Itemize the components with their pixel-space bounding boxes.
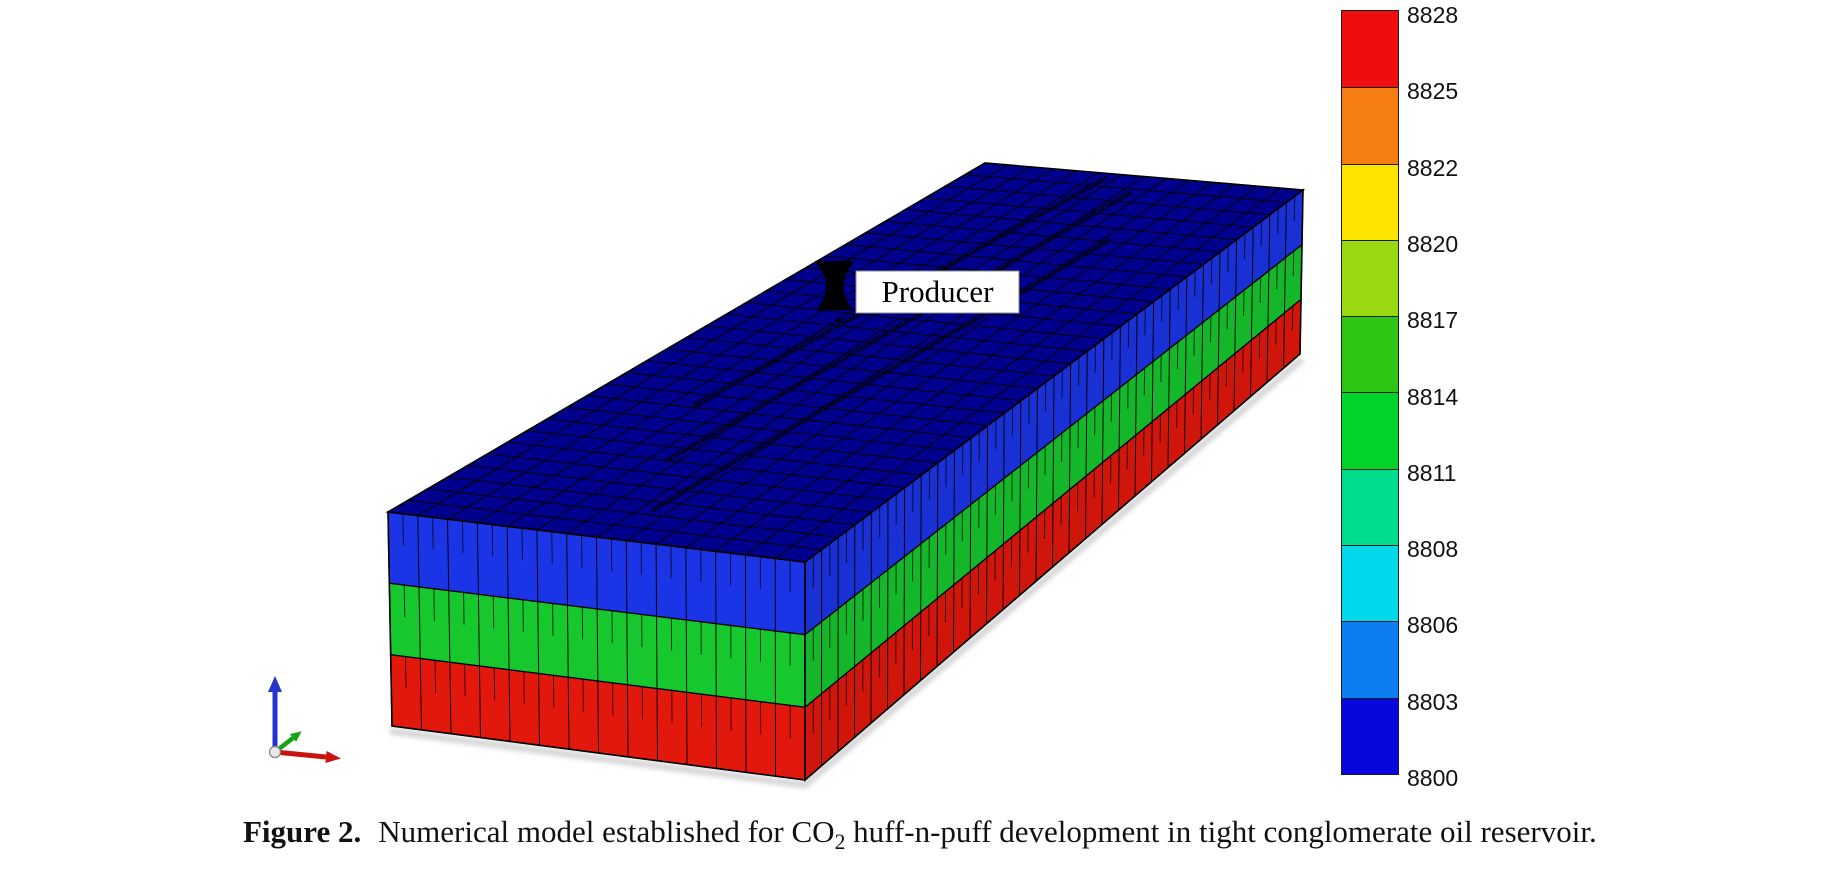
colorbar-segment [1342,621,1398,698]
colorbar-tick-label: 8820 [1407,230,1459,257]
model-top-face [387,162,1304,563]
axes-origin [268,745,282,759]
colorbar-segment [1342,239,1398,317]
colorbar-segment [1342,11,1398,88]
colorbar-tick-label: 8822 [1407,154,1459,181]
colorbar-tick-label: 8814 [1407,383,1459,410]
colorbar: 8828 8825 8822 8820 8817 8814 8811 8808 8806 8803… [1341,4,1458,790]
colorbar-bar [1341,10,1399,775]
caption-text-post: huff-n-puff development in tight conglom… [845,814,1597,849]
colorbar-segment [1342,316,1398,393]
colorbar-tick-label: 8808 [1407,536,1459,563]
fracture-line [693,175,1108,408]
colorbar-segment [1342,163,1398,240]
right-face-shade [805,190,1303,780]
x-axis-arrow-head [325,751,341,763]
colorbar-tick-label: 8825 [1407,78,1459,105]
model-left-face [387,511,806,781]
fracture-line-core [652,239,1111,513]
colorbar-segment [1342,697,1398,774]
model-right-face [804,188,1304,782]
colorbar-segment [1342,545,1398,622]
producer-label: Producer [855,270,1020,314]
colorbar-tick-label: 8800 [1407,765,1459,791]
colorbar-segment [1342,392,1398,469]
axes-triad [268,676,341,763]
colorbar-tick-label: 8811 [1407,459,1457,486]
model-shadow [389,356,1305,789]
producer-label-text: Producer [882,274,995,309]
model-top-outline [385,162,1306,563]
caption-co2-subscript: 2 [834,830,846,855]
x-axis-arrow [274,749,327,760]
producer-well-icon [814,260,855,310]
colorbar-tick-label: 8806 [1407,612,1459,639]
colorbar-tick-label: 8803 [1407,688,1459,715]
z-axis-arrow-head [268,676,282,692]
fracture-line [651,236,1112,512]
colorbar-segment [1342,87,1398,164]
colorbar-segment [1342,468,1398,546]
colorbar-tick-label: 8817 [1407,307,1459,334]
fracture-line [664,189,1134,463]
caption-text-pre: Numerical model established for CO [378,814,835,849]
colorbar-tick-label: 8828 [1407,2,1459,28]
y-axis-arrow-head [289,731,302,742]
producer-well-dot [836,317,842,323]
figure-caption: Figure 2. Numerical model established for… [243,810,1733,854]
caption-figure-label: Figure 2. [243,814,362,849]
producer-label-box [855,270,1020,314]
